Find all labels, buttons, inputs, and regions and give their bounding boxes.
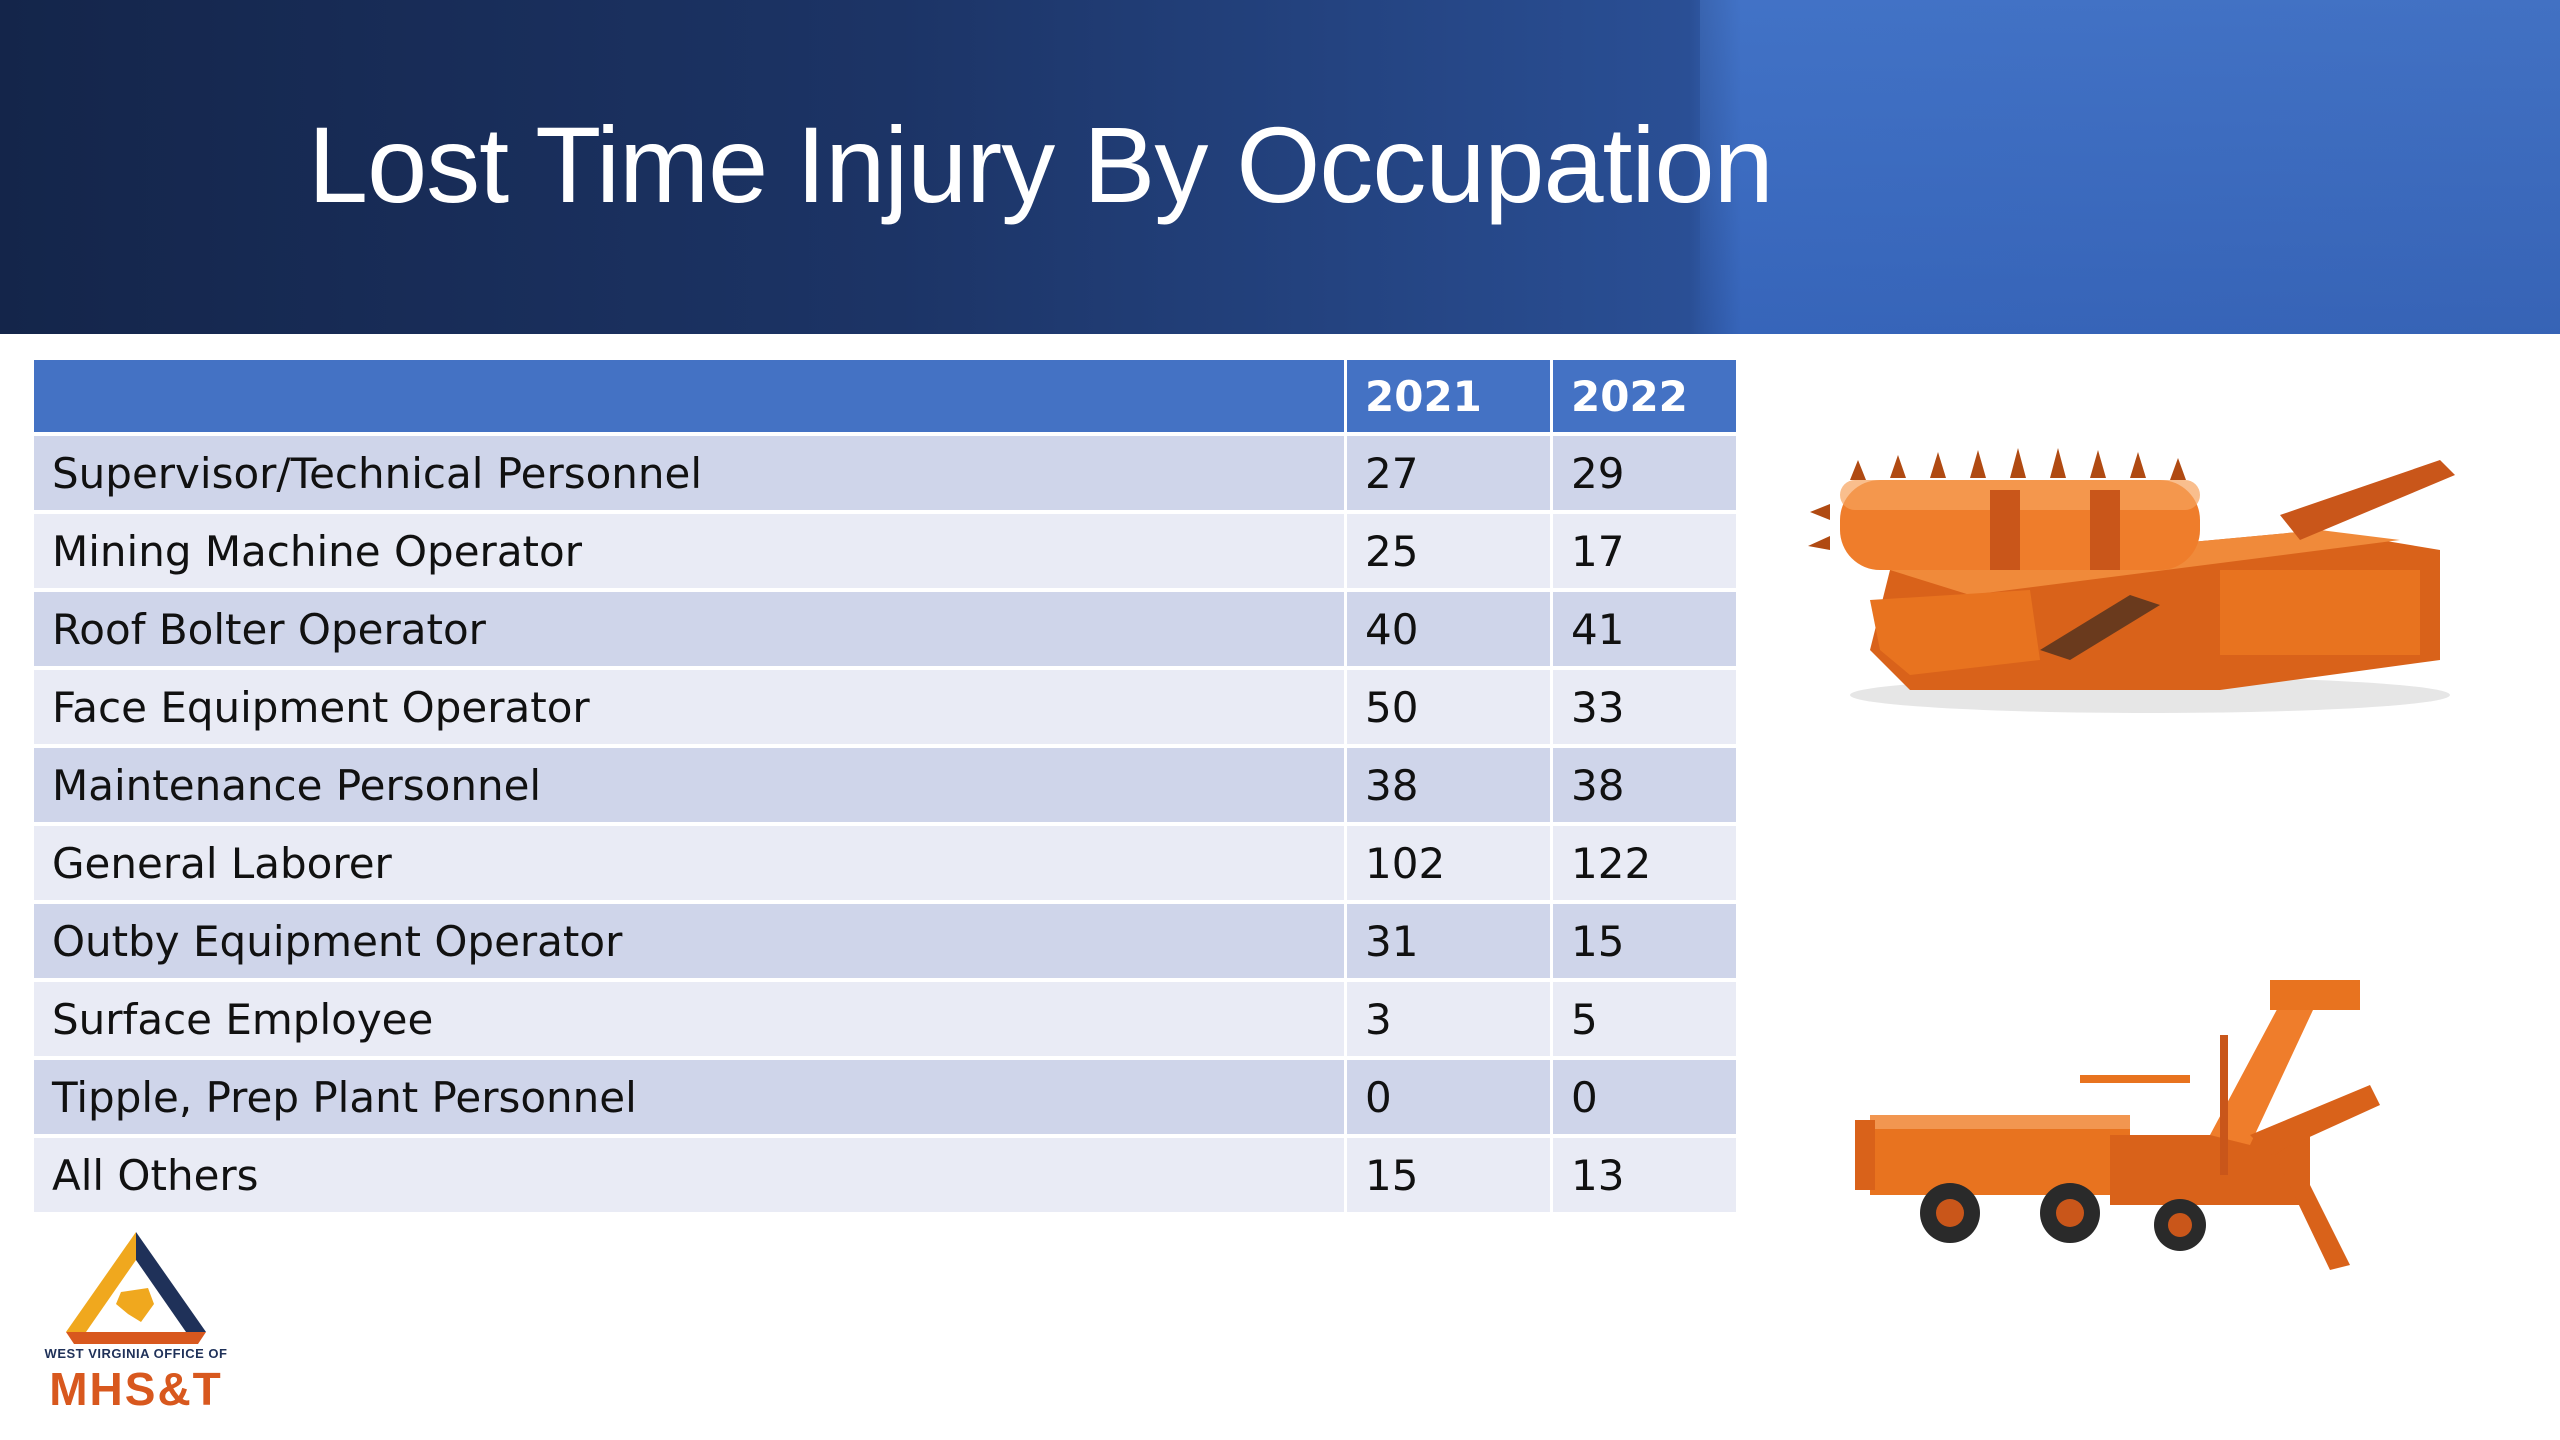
triangle-logo-icon (66, 1232, 206, 1344)
table-row: Maintenance Personnel 38 38 (34, 748, 1736, 822)
table-row: Supervisor/Technical Personnel 27 29 (34, 436, 1736, 510)
value-2021-cell: 102 (1344, 826, 1550, 900)
value-2021-cell: 15 (1344, 1138, 1550, 1212)
value-2022-cell: 5 (1550, 982, 1736, 1056)
value-2021-cell: 27 (1344, 436, 1550, 510)
occupation-cell: Supervisor/Technical Personnel (34, 436, 1344, 510)
occupation-cell: Outby Equipment Operator (34, 904, 1344, 978)
occupation-cell: General Laborer (34, 826, 1344, 900)
value-2022-cell: 41 (1550, 592, 1736, 666)
continuous-miner-image (1808, 448, 2455, 713)
value-2022-cell: 17 (1550, 514, 1736, 588)
occupation-cell: Maintenance Personnel (34, 748, 1344, 822)
occupation-cell: Roof Bolter Operator (34, 592, 1344, 666)
injury-table: 2021 2022 Supervisor/Technical Personnel… (34, 356, 1736, 1216)
occupation-cell: Surface Employee (34, 982, 1344, 1056)
table-header-row: 2021 2022 (34, 360, 1736, 432)
table-row: Surface Employee 3 5 (34, 982, 1736, 1056)
table-row: Face Equipment Operator 50 33 (34, 670, 1736, 744)
slide-title: Lost Time Injury By Occupation (308, 104, 1774, 225)
value-2021-cell: 3 (1344, 982, 1550, 1056)
roof-bolter-image (1855, 980, 2380, 1270)
value-2021-cell: 31 (1344, 904, 1550, 978)
table-row: All Others 15 13 (34, 1138, 1736, 1212)
table-row: Mining Machine Operator 25 17 (34, 514, 1736, 588)
logo-mhst-text: MHS&T (49, 1363, 223, 1415)
occupation-cell: Face Equipment Operator (34, 670, 1344, 744)
value-2022-cell: 38 (1550, 748, 1736, 822)
table-row: Outby Equipment Operator 31 15 (34, 904, 1736, 978)
title-banner: Lost Time Injury By Occupation (0, 0, 2560, 334)
value-2021-cell: 25 (1344, 514, 1550, 588)
header-2021: 2021 (1344, 360, 1550, 432)
value-2021-cell: 50 (1344, 670, 1550, 744)
value-2021-cell: 40 (1344, 592, 1550, 666)
table-row: Roof Bolter Operator 40 41 (34, 592, 1736, 666)
occupation-cell: Tipple, Prep Plant Personnel (34, 1060, 1344, 1134)
value-2022-cell: 15 (1550, 904, 1736, 978)
wv-mhst-logo: WEST VIRGINIA OFFICE OF MHS&T (36, 1222, 236, 1415)
value-2022-cell: 13 (1550, 1138, 1736, 1212)
table-row: General Laborer 102 122 (34, 826, 1736, 900)
value-2022-cell: 122 (1550, 826, 1736, 900)
value-2021-cell: 38 (1344, 748, 1550, 822)
header-2022: 2022 (1550, 360, 1736, 432)
table-row: Tipple, Prep Plant Personnel 0 0 (34, 1060, 1736, 1134)
value-2021-cell: 0 (1344, 1060, 1550, 1134)
value-2022-cell: 29 (1550, 436, 1736, 510)
value-2022-cell: 33 (1550, 670, 1736, 744)
banner-highlight (1700, 0, 2560, 334)
occupation-cell: Mining Machine Operator (34, 514, 1344, 588)
logo-office-text: WEST VIRGINIA OFFICE OF (44, 1346, 228, 1361)
value-2022-cell: 0 (1550, 1060, 1736, 1134)
occupation-cell: All Others (34, 1138, 1344, 1212)
header-occupation (34, 360, 1344, 432)
